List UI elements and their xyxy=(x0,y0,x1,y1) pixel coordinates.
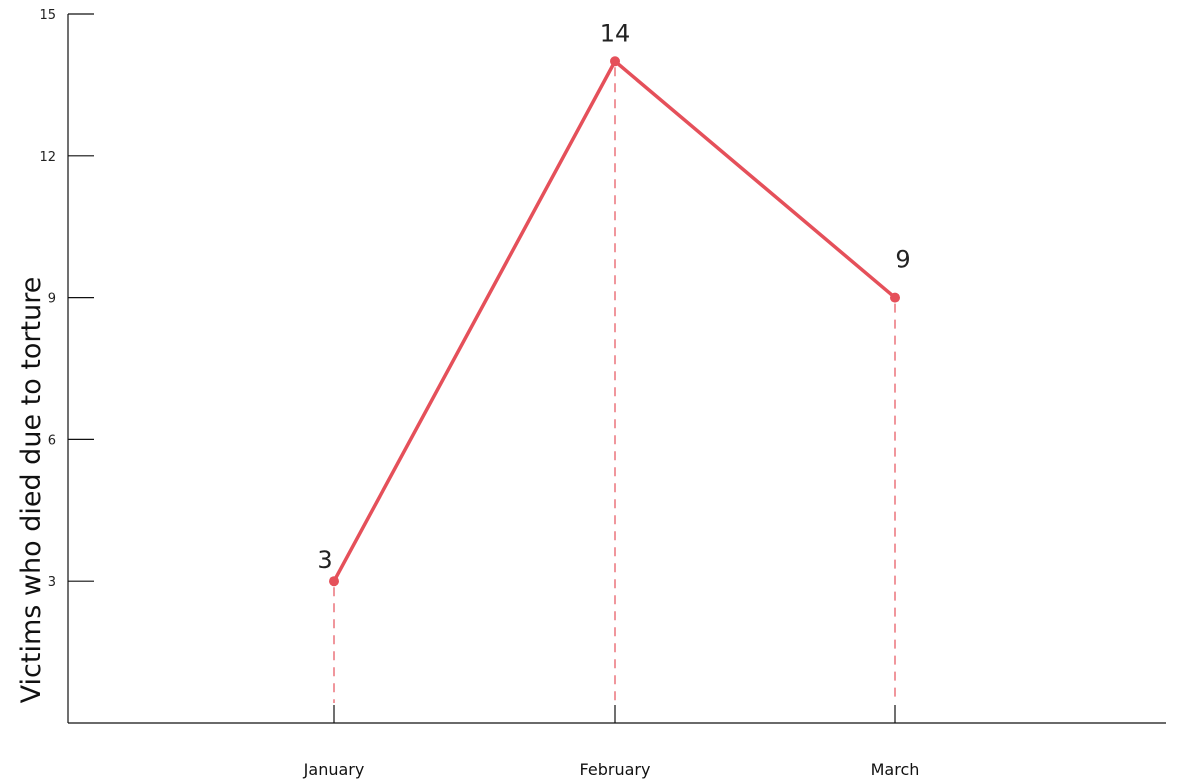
x-tick-label: January xyxy=(303,760,365,779)
data-label: 3 xyxy=(317,546,332,574)
data-point xyxy=(329,576,339,587)
data-point xyxy=(890,292,900,303)
data-label: 9 xyxy=(895,246,910,274)
y-tick-label: 6 xyxy=(48,433,56,448)
data-point xyxy=(610,56,620,67)
y-tick-label: 9 xyxy=(48,292,56,307)
y-axis-title: Victims who died due to torture xyxy=(16,277,47,704)
x-tick-label: February xyxy=(580,760,651,779)
y-tick-label: 15 xyxy=(39,8,56,23)
x-tick-label: March xyxy=(871,760,920,779)
y-tick-label: 12 xyxy=(39,150,56,165)
data-label: 14 xyxy=(600,19,631,47)
y-tick-label: 3 xyxy=(48,575,56,590)
